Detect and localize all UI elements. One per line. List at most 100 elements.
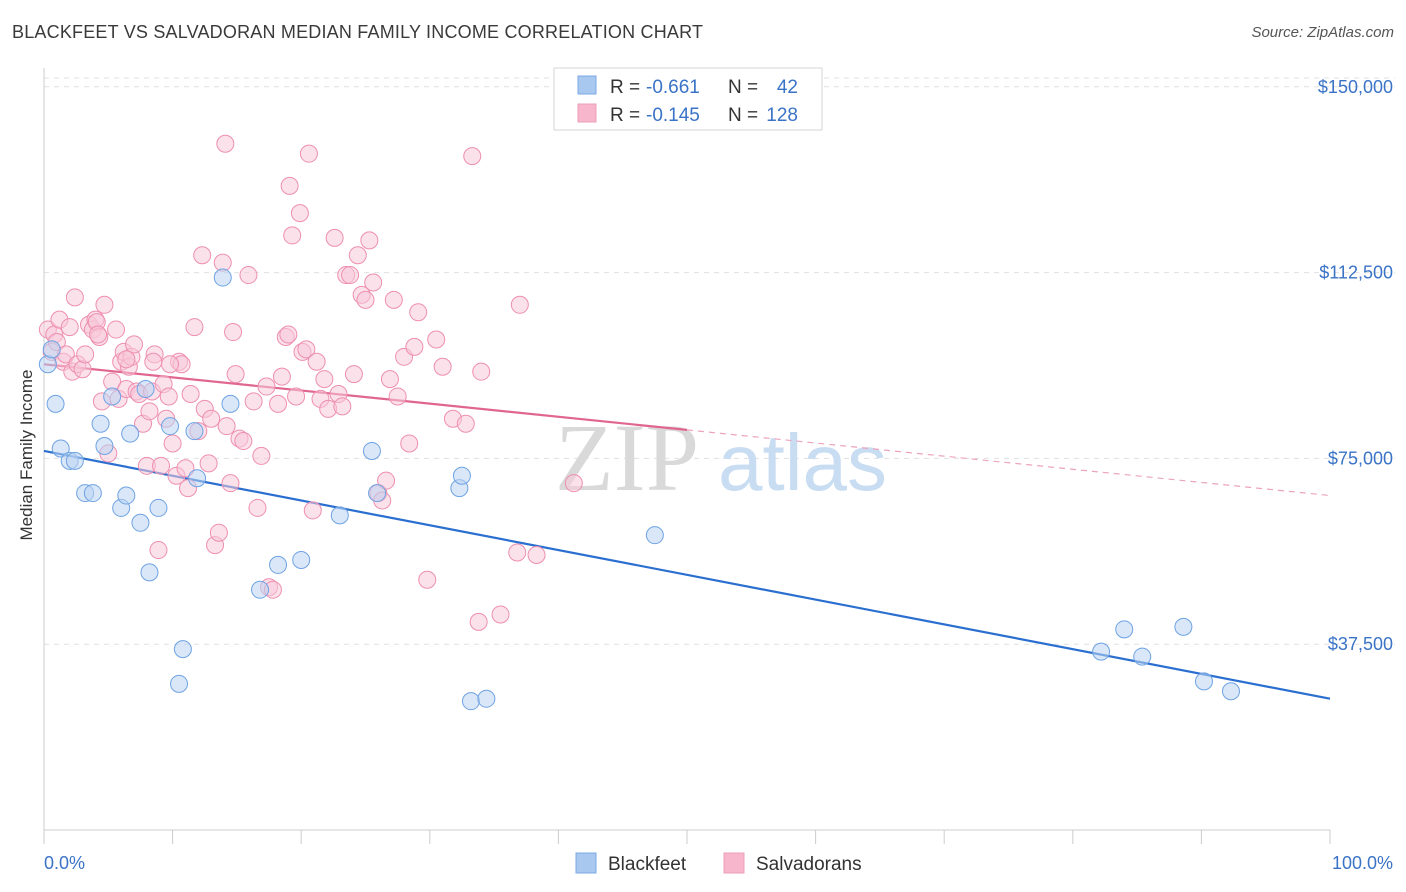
salvadoran-point [360,231,379,250]
grid-lines [44,77,1395,645]
salvadoran-point [400,434,419,453]
salvadoran-point [344,365,363,384]
salvadoran-point [226,365,245,384]
y-tick-label: $37,500 [1328,634,1393,654]
legend-n-label: N = [728,105,758,126]
legend-box: R = -0.661 N = 42 R = -0.145 N = 128 [553,67,823,131]
blackfeet-point [131,513,150,532]
blackfeet-point [452,466,471,485]
bottom-legend-swatch [575,852,597,874]
blackfeet-point [121,424,140,443]
salvadoran-point [384,290,403,309]
blackfeet-point [95,437,114,455]
salvadoran-point [144,352,163,371]
blackfeet-point [1133,647,1152,666]
x-tick-labels: 0.0% 100.0% [44,853,1393,873]
legend-r-label: R = [610,105,640,126]
salvadoran-point [152,456,171,475]
salvadoran-point [140,402,159,421]
salvadoran-point [469,612,488,631]
salvadoran-point [364,273,383,292]
salvadoran-point [279,325,298,344]
salvadoran-point [348,246,367,265]
salvadoran-point [564,474,583,493]
source-label: Source: ZipAtlas.com [1251,24,1394,41]
salvadoran-point [252,446,271,465]
blackfeet-point [269,555,288,574]
legend-n-value: 128 [766,105,798,126]
salvadoran-point [307,352,326,371]
blackfeet-point [161,417,180,436]
legend-r-label: R = [610,77,640,98]
salvadoran-point [315,370,334,389]
data-points [38,134,1240,711]
blackfeet-point [91,414,110,433]
salvadoran-point [287,387,306,406]
salvadoran-point [185,318,204,337]
blackfeet-point [1092,642,1111,661]
blackfeet-point [46,394,65,413]
salvadoran-point [193,246,212,265]
salvadoran-point [216,134,235,153]
salvadoran-point [283,226,302,245]
salvadoran-point [303,501,322,520]
blackfeet-point [251,580,270,599]
watermark-atlas: atlas [718,418,887,507]
salvadoran-point [89,325,108,344]
salvadoran-point [76,345,95,364]
blackfeet-point [1221,682,1240,701]
salvadoran-point [377,471,396,490]
y-tick-label: $75,000 [1328,448,1393,468]
blackfeet-point [103,387,122,406]
blackfeet-point [117,486,136,505]
y-tick-label: $112,500 [1319,263,1393,283]
salvadoran-point [234,432,253,451]
salvadoran-point [418,570,437,589]
salvadoran-point [95,295,114,314]
legend-r-value: -0.661 [646,77,700,98]
salvadoran-point [199,454,218,473]
salvadoran-point [333,397,352,416]
salvadoran-point [107,320,126,339]
salvadoran-point [427,330,446,349]
salvadoran-point [405,337,424,356]
salvadoran-point [239,266,258,285]
blackfeet-point [149,498,168,517]
salvadoran-point [388,387,407,406]
blackfeet-point [1174,617,1193,636]
salvadoran-point [60,318,79,337]
salvadoran-trend-line [43,363,688,431]
blackfeet-point [645,526,664,545]
axes [43,68,1331,844]
salvadoran-point [472,362,491,381]
salvadoran-point [125,335,144,354]
x-tick-label: 100.0% [1332,853,1393,873]
blackfeet-point [330,506,349,525]
salvadoran-point [356,290,375,309]
salvadoran-point [202,409,221,428]
salvadoran-point [272,367,291,386]
blackfeet-point [213,268,232,287]
salvadoran-point [163,434,182,453]
legend-swatch [577,103,597,123]
blackfeet-point [38,355,57,374]
blackfeet-point [292,550,311,569]
salvadoran-point [409,303,428,322]
salvadoran-point [244,392,263,411]
salvadoran-point [297,340,316,359]
chart-title: BLACKFEET VS SALVADORAN MEDIAN FAMILY IN… [12,22,704,42]
salvadoran-trend-extension [686,429,1331,497]
bottom-legend-label: Salvadorans [756,854,862,875]
salvadoran-point [159,387,178,406]
salvadoran-point [463,147,482,166]
blackfeet-point [185,422,204,441]
y-tick-labels: $37,500 $75,000 $112,500 $150,000 [1318,77,1393,654]
salvadoran-point [491,605,510,624]
legend-r-value: -0.145 [646,105,700,126]
blackfeet-point [140,563,159,582]
salvadoran-point [65,288,84,307]
watermark: ZIP atlas [555,404,887,511]
salvadoran-point [269,394,288,413]
watermark-zip: ZIP [555,404,699,511]
